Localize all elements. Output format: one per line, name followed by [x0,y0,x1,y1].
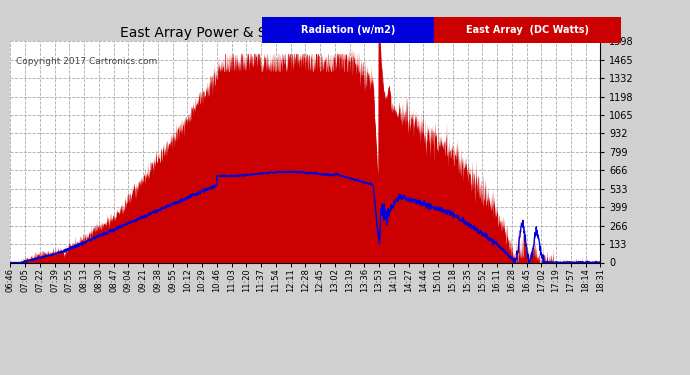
Bar [435,17,621,43]
Text: Radiation (w/m2): Radiation (w/m2) [301,25,395,35]
Text: Copyright 2017 Cartronics.com: Copyright 2017 Cartronics.com [17,57,157,66]
Title: East Array Power & Solar Radiation Thu Sep 28 18:38: East Array Power & Solar Radiation Thu S… [120,26,491,40]
Bar [262,17,435,43]
Text: East Array  (DC Watts): East Array (DC Watts) [466,25,589,35]
